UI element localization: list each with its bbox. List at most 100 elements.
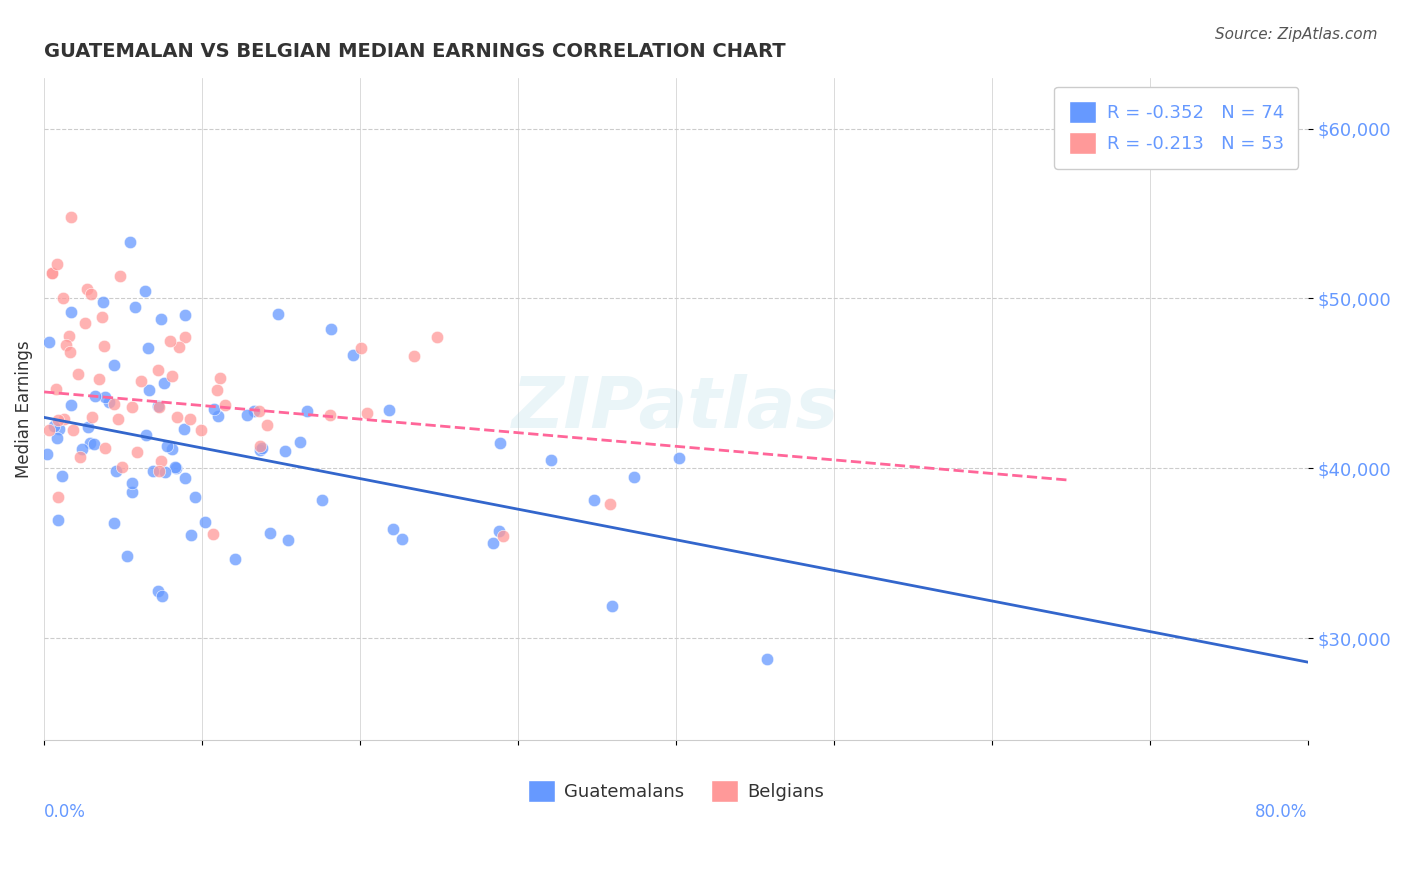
Point — [623, 470, 645, 484]
Point — [146, 583, 169, 598]
Point — [156, 439, 179, 453]
Point — [70, 442, 93, 457]
Point — [391, 532, 413, 546]
Point — [59, 398, 82, 412]
Point — [53, 411, 76, 425]
Point — [378, 403, 401, 417]
Point — [129, 374, 152, 388]
Point — [155, 465, 177, 479]
Point — [135, 428, 157, 442]
Point — [134, 284, 156, 298]
Point — [136, 341, 159, 355]
Point — [209, 371, 232, 385]
Point — [104, 464, 127, 478]
Point — [48, 490, 70, 504]
Point — [402, 349, 425, 363]
Point — [46, 413, 69, 427]
Point — [426, 330, 449, 344]
Point — [138, 383, 160, 397]
Point — [174, 329, 197, 343]
Point — [179, 412, 201, 426]
Point — [46, 431, 69, 445]
Point — [44, 418, 66, 433]
Point — [277, 533, 299, 548]
Point — [165, 459, 187, 474]
Point — [350, 342, 373, 356]
Point — [51, 469, 73, 483]
Point — [160, 368, 183, 383]
Point — [190, 423, 212, 437]
Point — [58, 329, 80, 343]
Point — [602, 599, 624, 613]
Point — [52, 292, 75, 306]
Point — [167, 341, 190, 355]
Point — [79, 435, 101, 450]
Point — [236, 409, 259, 423]
Point — [250, 442, 273, 456]
Point — [93, 294, 115, 309]
Point — [184, 490, 207, 504]
Point — [55, 338, 77, 352]
Point — [492, 529, 515, 543]
Point — [342, 348, 364, 362]
Point — [242, 404, 264, 418]
Point — [120, 235, 142, 249]
Point — [48, 422, 70, 436]
Point — [290, 434, 312, 449]
Point — [66, 367, 89, 381]
Point — [249, 439, 271, 453]
Point — [180, 528, 202, 542]
Point — [103, 358, 125, 372]
Point — [37, 447, 59, 461]
Point — [76, 282, 98, 296]
Point — [45, 382, 67, 396]
Point — [146, 363, 169, 377]
Point — [174, 471, 197, 485]
Point — [166, 409, 188, 424]
Legend: R = -0.352   N = 74, R = -0.213   N = 53: R = -0.352 N = 74, R = -0.213 N = 53 — [1054, 87, 1299, 169]
Point — [60, 211, 83, 225]
Point — [488, 436, 510, 450]
Point — [79, 287, 101, 301]
Point — [84, 389, 107, 403]
Point — [91, 310, 114, 324]
Point — [103, 397, 125, 411]
Text: ZIPatlas: ZIPatlas — [512, 375, 839, 443]
Point — [202, 401, 225, 416]
Point — [111, 460, 134, 475]
Point — [82, 410, 104, 425]
Text: Source: ZipAtlas.com: Source: ZipAtlas.com — [1215, 27, 1378, 42]
Point — [108, 268, 131, 283]
Point — [160, 442, 183, 456]
Text: 80.0%: 80.0% — [1256, 803, 1308, 821]
Point — [201, 526, 224, 541]
Point — [482, 536, 505, 550]
Point — [46, 513, 69, 527]
Point — [214, 398, 236, 412]
Text: GUATEMALAN VS BELGIAN MEDIAN EARNINGS CORRELATION CHART: GUATEMALAN VS BELGIAN MEDIAN EARNINGS CO… — [44, 42, 786, 61]
Point — [668, 451, 690, 466]
Point — [382, 522, 405, 536]
Point — [599, 497, 621, 511]
Point — [93, 338, 115, 352]
Point — [148, 399, 170, 413]
Point — [142, 464, 165, 478]
Point — [149, 311, 172, 326]
Point — [173, 308, 195, 322]
Point — [121, 401, 143, 415]
Point — [127, 445, 149, 459]
Point — [45, 258, 67, 272]
Point — [267, 307, 290, 321]
Point — [83, 436, 105, 450]
Point — [121, 475, 143, 490]
Point — [249, 442, 271, 457]
Point — [38, 335, 60, 350]
Point — [60, 305, 83, 319]
Point — [97, 394, 120, 409]
Point — [73, 316, 96, 330]
Point — [173, 422, 195, 436]
Point — [150, 454, 173, 468]
Point — [94, 441, 117, 455]
Point — [148, 464, 170, 478]
Point — [69, 450, 91, 465]
